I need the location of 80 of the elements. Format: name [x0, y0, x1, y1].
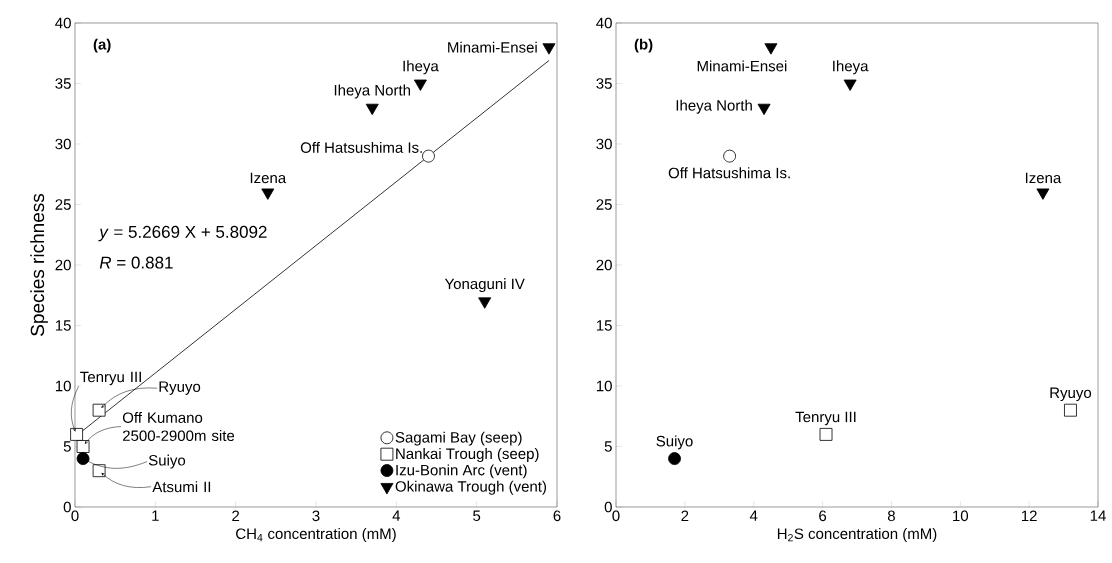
annotation: R = 0.881 [99, 256, 173, 269]
y-axis-title: Species richness [30, 193, 48, 336]
text: (b) [634, 38, 653, 53]
point [413, 79, 427, 91]
y-tick-label: 40 [596, 17, 612, 29]
x-tick-label: 4 [749, 510, 758, 521]
annotation: Suiyo [656, 435, 693, 450]
x-axis-title: CH$_{4}$ concentration (mM) [236, 528, 396, 542]
annotation: Iheya [403, 60, 439, 75]
y-tick-label: 20 [55, 259, 71, 271]
y-tick-label: 25 [55, 199, 71, 210]
annotation: Off Kumano 2500-2900m site [122, 412, 235, 441]
annotation: Off Hatsushima Is. [668, 167, 790, 179]
y-tick-label: 10 [55, 380, 71, 392]
legend-label: Izu-Bonin Arc (vent) [396, 464, 527, 479]
point [261, 188, 275, 200]
annotation: Iheya [833, 60, 869, 75]
x-tick-label: 6 [553, 510, 561, 522]
annotation: Iheya North [676, 99, 752, 114]
x-tick-label: 14 [1090, 510, 1106, 521]
x-tick-label: 12 [1021, 510, 1037, 522]
y-tick-label: 30 [55, 138, 71, 150]
legend-label: Sagami Bay (seep) [395, 431, 522, 446]
y-tick-label: 30 [596, 138, 612, 150]
annotation: Tenryu III [795, 411, 856, 426]
annotation: Izena [250, 172, 287, 184]
point [70, 428, 84, 441]
y-tick-label: 40 [55, 17, 71, 29]
point [92, 403, 106, 417]
y-tick-label: 10 [596, 380, 612, 392]
annotation: Tenryu III [80, 371, 141, 386]
annotation: y = 5.2669 X + 5.8092 [98, 225, 267, 242]
annotation: Ryuyo [1050, 387, 1092, 401]
x-tick-label: 10 [953, 510, 969, 522]
point [1064, 403, 1077, 417]
point [76, 452, 90, 465]
x-tick-label: 0 [612, 510, 620, 522]
point [764, 43, 778, 55]
x-axis-title: H$_{2}$S concentration (mM) [777, 528, 937, 542]
x-tick-label: 8 [887, 510, 895, 522]
y-tick-label: 5 [63, 441, 71, 452]
y-tick-label: 20 [596, 259, 612, 271]
y-tick-label: 25 [596, 199, 612, 210]
y-tick-label: 35 [596, 78, 612, 89]
x-tick-label: 6 [819, 510, 827, 522]
point [422, 149, 435, 163]
text: (a) [93, 38, 111, 53]
y-tick-label: 15 [596, 320, 612, 331]
annotation: Iheya North [334, 84, 411, 99]
point [542, 43, 556, 55]
x-tick-label: 5 [473, 510, 481, 521]
x-tick-label: 4 [392, 510, 401, 521]
annotation: Off Hatsushima Is. [300, 141, 422, 153]
point [1036, 188, 1050, 200]
x-tick-label: 0 [71, 510, 79, 522]
legend-label: Okinawa Trough (vent) [395, 480, 547, 495]
x-tick-label: 2 [232, 510, 240, 522]
point [365, 103, 379, 116]
y-tick-label: 35 [55, 78, 71, 89]
point [478, 297, 492, 309]
annotation: Ryuyo [159, 381, 201, 395]
point [843, 79, 857, 91]
annotation: Yonaguni IV [444, 278, 525, 293]
y-tick-label: 0 [604, 501, 612, 513]
annotation: Atsumi II [152, 481, 211, 493]
annotation: Minami-Ensei [697, 60, 787, 72]
x-tick-label: 3 [312, 510, 320, 522]
y-tick-label: 0 [63, 501, 71, 513]
x-tick-label: 1 [152, 510, 159, 521]
x-tick-label: 2 [681, 510, 689, 522]
annotation: Izena [1025, 172, 1062, 184]
point [757, 103, 771, 116]
y-tick-label: 5 [604, 441, 612, 452]
point [819, 428, 833, 441]
y-tick-label: 15 [55, 320, 71, 331]
annotation: Suiyo [148, 454, 186, 469]
annotation: Minami-Ensei [448, 41, 537, 53]
legend-label: Nankai Trough (seep) [396, 448, 539, 462]
point [76, 440, 90, 453]
point [668, 452, 681, 465]
